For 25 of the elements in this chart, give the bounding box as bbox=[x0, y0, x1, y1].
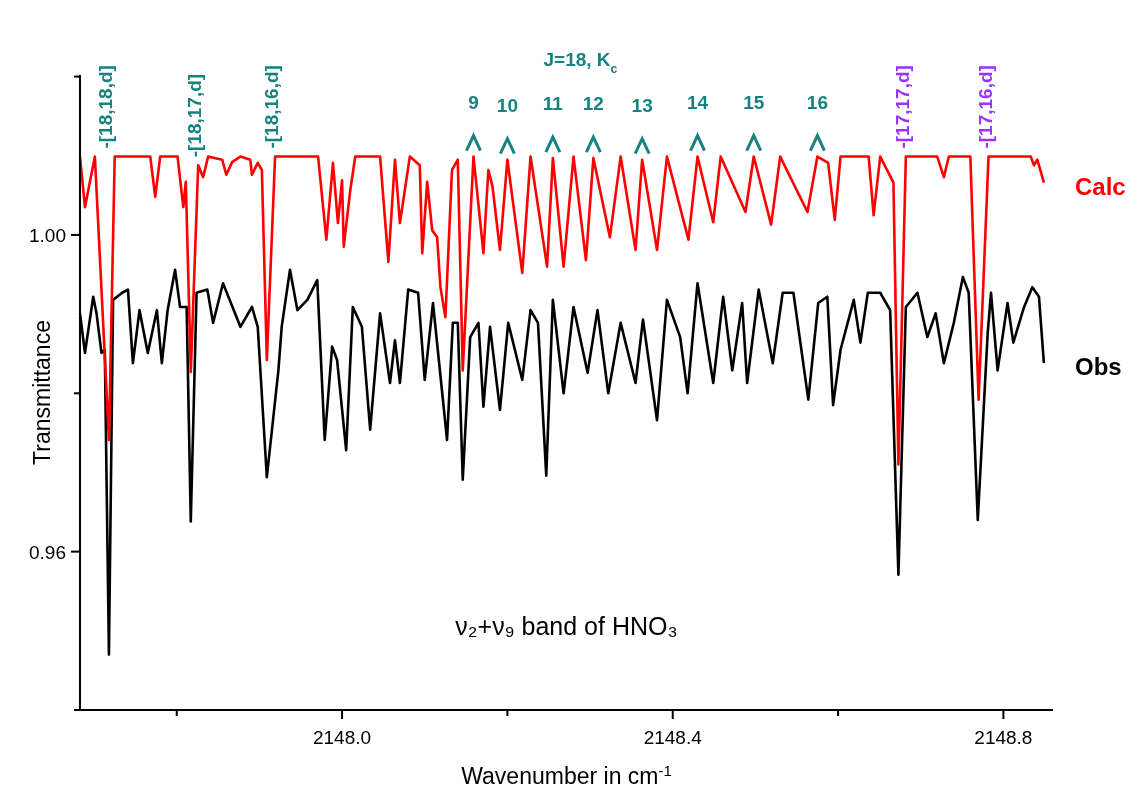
annotation: 9 bbox=[468, 91, 479, 113]
y-tick-label: 0.96 bbox=[29, 541, 66, 563]
annotation: 12 bbox=[582, 93, 604, 115]
x-tick-label: 2148.0 bbox=[312, 727, 372, 748]
y-axis-title: Transmittance bbox=[29, 320, 55, 465]
annotation: -[17,17,d] bbox=[891, 65, 913, 149]
x-axis-title: Wavenumber in cm$^{-1}$ bbox=[461, 761, 672, 789]
annotation: -[18,17,d] bbox=[184, 73, 206, 158]
series-label: Obs bbox=[1075, 353, 1122, 381]
annotation: 16 bbox=[806, 91, 828, 113]
annotation: 15 bbox=[743, 91, 765, 113]
annotation: -[17,16,d] bbox=[974, 65, 996, 149]
line-series bbox=[78, 155, 1046, 466]
annotation: -[18,16,d] bbox=[261, 65, 283, 149]
y-tick-label: 1.00 bbox=[29, 224, 66, 246]
annotation: 13 bbox=[631, 94, 653, 116]
annotation: ν₂+ν₉ band of HNO₃ bbox=[455, 612, 678, 640]
x-tick-label: 2148.8 bbox=[974, 727, 1033, 748]
annotation: 11 bbox=[542, 93, 564, 115]
chart-title: J=18, K$_{c}$ bbox=[543, 49, 618, 76]
x-tick-label: 2148.4 bbox=[643, 727, 703, 748]
series-label: Calc bbox=[1075, 172, 1126, 200]
annotation: 10 bbox=[496, 94, 518, 116]
annotation: 14 bbox=[686, 91, 709, 113]
annotation: -[18,18,d] bbox=[94, 65, 116, 149]
